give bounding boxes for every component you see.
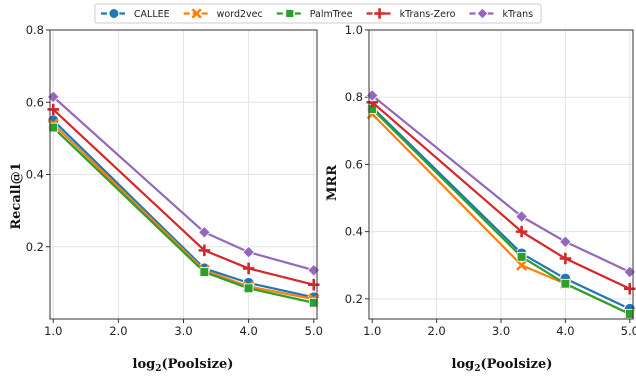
legend-label-callee: CALLEE: [134, 9, 170, 20]
legend-marker-word2vec: [191, 8, 202, 19]
legend-marker-ktrans: [476, 7, 489, 20]
legend-frame: [94, 3, 542, 24]
mrr-panel: 1.0 2.0 3.0 4.0 5.0 0.2 0.4 0.6 0.8 1.0 MRR log2(P…: [325, 23, 636, 374]
mrr-series-ktrans-zero: [366, 96, 636, 295]
recall-point-palmtree: [308, 297, 319, 308]
legend-marker-callee: [108, 8, 120, 19]
recall-ytick-label: 0.4: [26, 168, 44, 182]
mrr-point-palmtree: [560, 278, 571, 289]
mrr-xtick-label: 1.0: [363, 324, 381, 338]
recall-series-ktrans-zero: [47, 103, 320, 291]
recall-point-ktrans-zero: [307, 278, 320, 291]
recall-point-ktrans-zero: [198, 244, 211, 257]
mrr-axes: 1.0 2.0 3.0 4.0 5.0 0.2 0.4 0.6 0.8 1.0: [345, 23, 636, 338]
mrr-xlabel-sub: 2: [474, 364, 480, 374]
legend-marker-ktrans-zero: [374, 8, 385, 19]
recall-point-ktrans: [242, 245, 255, 259]
legend-entry-palmtree: PalmTree: [276, 9, 353, 20]
mrr-ytick-label: 0.6: [345, 157, 363, 171]
legend: CALLEE word2vec PalmTree kTrans-Zero kTrans: [94, 3, 542, 24]
legend-entry-word2vec: word2vec: [183, 8, 263, 20]
recall-line-word2vec: [52, 123, 314, 301]
mrr-xlabel-base: log: [452, 357, 475, 372]
mrr-frame: [368, 29, 634, 320]
legend-entry-ktrans: kTrans: [469, 7, 533, 20]
recall-xlabel-base: log: [133, 357, 156, 372]
mrr-line-ktrans: [371, 94, 631, 273]
mrr-point-palmtree: [516, 252, 527, 262]
mrr-ylabel: MRR: [325, 165, 340, 201]
recall-xtick-label: 3.0: [174, 324, 192, 338]
recall-line-ktrans: [52, 96, 315, 272]
recall-ytick-label: 0.8: [26, 23, 44, 37]
mrr-xtick-label: 2.0: [427, 324, 445, 338]
recall-point-ktrans-zero: [47, 103, 60, 116]
mrr-series-palmtree: [367, 104, 635, 319]
legend-label-ktrans-zero: kTrans-Zero: [400, 9, 456, 20]
recall-xlabel-sub: 2: [155, 364, 161, 374]
mrr-line-palmtree: [371, 108, 631, 315]
recall-point-palmtree: [48, 122, 59, 133]
mrr-point-word2vec: [516, 259, 528, 271]
mrr-ytick-label: 0.8: [345, 90, 363, 104]
recall-xtick-label: 1.0: [44, 324, 62, 338]
legend-entry-ktrans-zero: kTrans-Zero: [366, 8, 456, 20]
recall-line-ktrans-zero: [52, 108, 315, 286]
mrr-ytick-label: 1.0: [345, 23, 363, 37]
recall-point-ktrans-zero: [242, 262, 255, 275]
mrr-point-ktrans: [559, 235, 572, 249]
legend-entry-callee: CALLEE: [100, 8, 170, 20]
recall-panel: 1.0 2.0 3.0 4.0 5.0 0.2 0.4 0.6 0.8 Recall@1 log2…: [9, 23, 323, 374]
legend-label-word2vec: word2vec: [217, 9, 263, 20]
mrr-line-ktrans-zero: [371, 101, 631, 290]
recall-frame: [49, 29, 318, 320]
mrr-xlabel-arg: (Poolsize): [481, 357, 553, 372]
mrr-xtick-label: 5.0: [621, 324, 636, 338]
recall-ylabel: Recall@1: [9, 162, 24, 229]
mrr-point-palmtree: [624, 309, 635, 319]
mrr-ytick-label: 0.4: [345, 225, 363, 239]
recall-xtick-label: 2.0: [109, 324, 127, 338]
recall-point-palmtree: [243, 283, 254, 294]
recall-ytick-label: 0.6: [26, 95, 44, 109]
recall-xlabel-arg: (Poolsize): [162, 357, 234, 372]
mrr-point-ktrans-zero: [624, 282, 636, 295]
mrr-line-callee: [371, 106, 631, 310]
recall-xtick-label: 5.0: [305, 324, 323, 338]
recall-point-ktrans: [197, 225, 211, 239]
recall-xlabel: log2(Poolsize): [133, 357, 234, 374]
mrr-xlabel: log2(Poolsize): [452, 357, 553, 374]
mrr-point-ktrans-zero: [515, 225, 528, 238]
legend-label-ktrans: kTrans: [502, 9, 533, 20]
recall-axes: 1.0 2.0 3.0 4.0 5.0 0.2 0.4 0.6 0.8: [26, 23, 323, 338]
mrr-xtick-label: 3.0: [492, 324, 510, 338]
recall-line-palmtree: [52, 126, 314, 304]
legend-marker-palmtree: [285, 9, 295, 18]
recall-xtick-label: 4.0: [239, 324, 257, 338]
mrr-point-ktrans-zero: [559, 252, 572, 265]
recall-series-palmtree: [48, 122, 319, 308]
mrr-point-ktrans: [515, 210, 528, 223]
recall-ytick-label: 0.2: [26, 240, 44, 254]
recall-point-palmtree: [199, 267, 210, 277]
mrr-grid: [369, 29, 633, 319]
mrr-ytick-label: 0.2: [345, 292, 363, 306]
mrr-xtick-label: 4.0: [556, 324, 574, 338]
recall-line-callee: [52, 119, 314, 299]
legend-label-palmtree: PalmTree: [310, 9, 353, 20]
